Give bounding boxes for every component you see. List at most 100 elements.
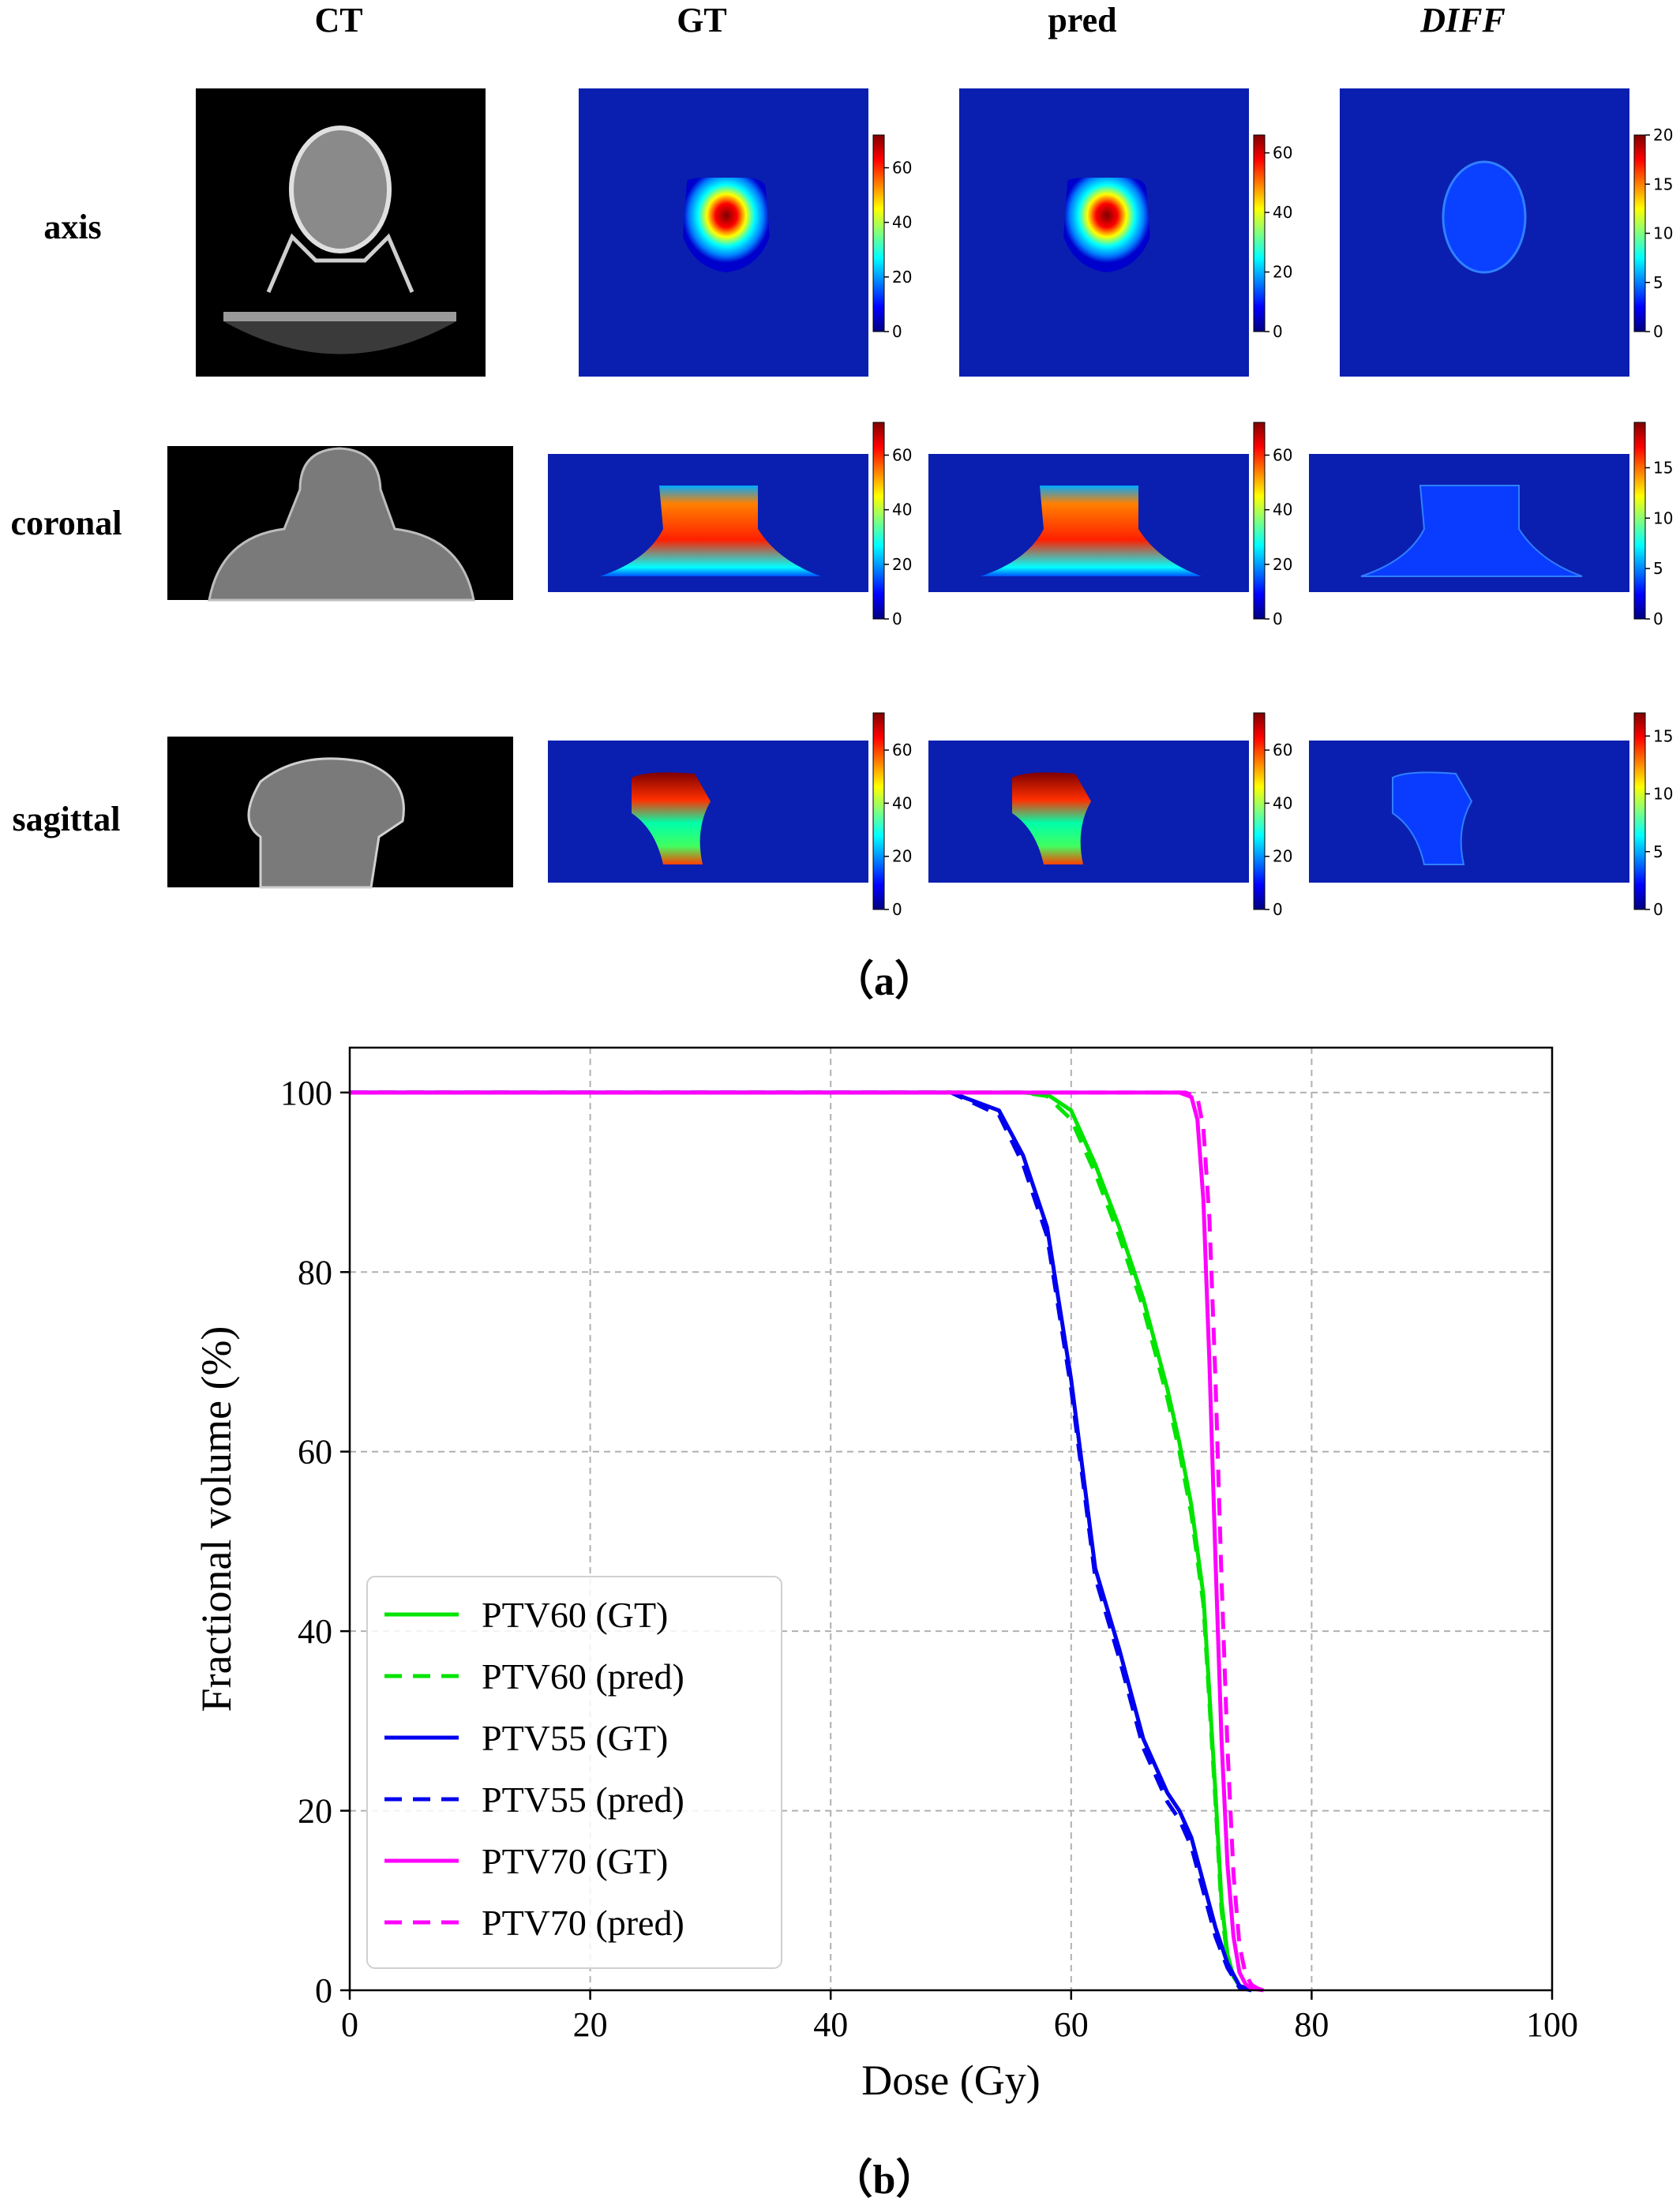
colorbar-tick-label: 40: [1273, 501, 1292, 519]
colorbar-tick-label: 40: [892, 213, 912, 232]
legend-label: PTV60 (pred): [482, 1656, 684, 1697]
ct-axis-headrest: [266, 233, 414, 293]
colorbar-tick-label: 0: [1653, 900, 1663, 919]
colorbar-gradient: [1253, 712, 1266, 910]
colorbar-tick-label: 20: [1273, 263, 1292, 282]
colorbar-tick-label: 20: [1273, 555, 1292, 574]
legend-label: PTV55 (GT): [482, 1718, 668, 1758]
row-coronal: [167, 446, 1629, 602]
row-header-axis: axis: [43, 208, 102, 246]
colorbar-tick-label: 20: [1273, 847, 1292, 866]
colorbar-diff-axis: 0 5 10 15 20: [1633, 126, 1673, 341]
colorbar-tick-label: 0: [892, 322, 902, 341]
colorbar-gt-axis: 0 20 40 60: [872, 134, 912, 341]
colorbar-pred-axis: 0 20 40 60: [1253, 134, 1292, 341]
colorbar-gradient: [872, 712, 885, 910]
panel-b-label: （b）: [831, 2158, 937, 2203]
pred-sagittal-dose: [1012, 772, 1091, 864]
x-tick-label: 40: [813, 2005, 848, 2044]
series-line-3: [350, 1090, 1252, 1993]
x-axis-label: Dose (Gy): [861, 2057, 1040, 2104]
gt-coronal-dose: [600, 486, 821, 576]
row-sagittal: [167, 737, 1629, 889]
legend-label: PTV70 (pred): [482, 1903, 684, 1943]
colorbar-tick-label: 15: [1653, 174, 1673, 193]
colorbar-tick-label: 0: [892, 609, 902, 628]
series-line-5: [350, 1090, 1265, 1993]
colorbar-tick-label: 60: [1273, 144, 1292, 163]
legend-label: PTV70 (GT): [482, 1841, 668, 1881]
diff-sagittal-region: [1392, 771, 1473, 865]
ct-sagittal-head: [247, 757, 405, 889]
colorbar-tick-label: 40: [892, 501, 912, 519]
y-axis-label: Fractional volume (%): [193, 1326, 240, 1712]
colorbar-tick-label: 20: [1653, 126, 1673, 144]
x-tick-label: 0: [341, 2005, 358, 2044]
colorbar-tick-label: 60: [892, 446, 912, 465]
y-tick-label: 60: [298, 1433, 332, 1472]
colorbar-tick-label: 0: [892, 900, 902, 919]
series-line-4: [350, 1090, 1264, 1993]
colorbar-tick-label: 20: [892, 268, 912, 287]
x-tick-label: 20: [573, 2005, 608, 2044]
colorbar-gradient: [872, 134, 885, 332]
colorbar-tick-label: 10: [1653, 224, 1673, 243]
colorbar-tick-label: 10: [1653, 785, 1673, 804]
gt-sagittal-dose: [632, 772, 711, 864]
colorbars: 0 20 40 60 0 20 40 60 0 5 10 15 20 0 20 40 60 0 20 40 60 0 5 10…: [872, 126, 1673, 919]
colorbar-tick-label: 5: [1653, 559, 1663, 578]
colorbar-gradient: [1253, 422, 1266, 620]
column-header-ct: CT: [314, 1, 363, 39]
colorbar-tick-label: 0: [1273, 900, 1283, 919]
diff-axis-region: [1442, 160, 1527, 274]
pred-sagittal-image: [928, 741, 1249, 883]
row-header-coronal: coronal: [10, 504, 122, 542]
pred-axis-dose: [1063, 178, 1150, 272]
colorbar-pred-coronal: 0 20 40 60: [1253, 422, 1292, 628]
colorbar-tick-label: 0: [1653, 609, 1663, 628]
x-tick-label: 100: [1526, 2005, 1578, 2044]
colorbar-tick-label: 15: [1653, 726, 1673, 745]
colorbar-tick-label: 60: [892, 741, 912, 759]
colorbar-tick-label: 60: [892, 159, 912, 178]
colorbar-gradient: [1253, 134, 1266, 332]
panel-a-label: （a）: [832, 959, 936, 1004]
column-header-gt: GT: [677, 1, 727, 39]
colorbar-gradient: [872, 422, 885, 620]
gt-axis-dose: [683, 178, 770, 272]
x-tick-label: 60: [1054, 2005, 1089, 2044]
ct-axis-couch: [223, 321, 456, 354]
colorbar-tick-label: 20: [892, 555, 912, 574]
legend: PTV60 (GT) PTV60 (pred) PTV55 (GT) PTV55 (p…: [366, 1576, 782, 1969]
y-tick-label: 80: [298, 1253, 332, 1292]
diff-sagittal-image: [1309, 741, 1629, 883]
colorbar-gradient: [1633, 422, 1646, 620]
colorbar-diff-sagittal: 0 5 10 15: [1633, 712, 1673, 919]
colorbar-gradient: [1633, 712, 1646, 910]
plot-frame: [348, 1046, 1554, 1992]
ct-coronal-body: [208, 447, 475, 602]
dvh-chart: 0 20 40 60 80 100 0 20 40 60 80 100 Dose (Gy) Fractio…: [193, 1046, 1578, 2104]
legend-box: [366, 1576, 782, 1969]
colorbar-tick-label: 0: [1273, 609, 1283, 628]
legend-label: PTV55 (pred): [482, 1779, 684, 1820]
diff-coronal-region: [1360, 485, 1583, 577]
colorbar-tick-label: 0: [1653, 322, 1663, 341]
gt-sagittal-image: [548, 741, 868, 883]
colorbar-tick-label: 10: [1653, 508, 1673, 527]
y-tick-label: 40: [298, 1612, 332, 1651]
y-tick-label: 100: [280, 1074, 332, 1112]
colorbar-tick-label: 40: [892, 793, 912, 812]
colorbar-tick-label: 5: [1653, 842, 1663, 861]
colorbar-gradient: [1633, 134, 1646, 332]
column-header-pred: pred: [1048, 1, 1117, 39]
colorbar-diff-coronal: 0 5 10 15: [1633, 422, 1673, 628]
colorbar-tick-label: 20: [892, 847, 912, 866]
colorbar-tick-label: 40: [1273, 203, 1292, 222]
y-tick-label: 0: [315, 1971, 332, 2010]
colorbar-gt-sagittal: 0 20 40 60: [872, 712, 912, 919]
x-tick-label: 80: [1294, 2005, 1329, 2044]
colorbar-tick-label: 40: [1273, 793, 1292, 812]
y-tick-label: 20: [298, 1792, 332, 1831]
